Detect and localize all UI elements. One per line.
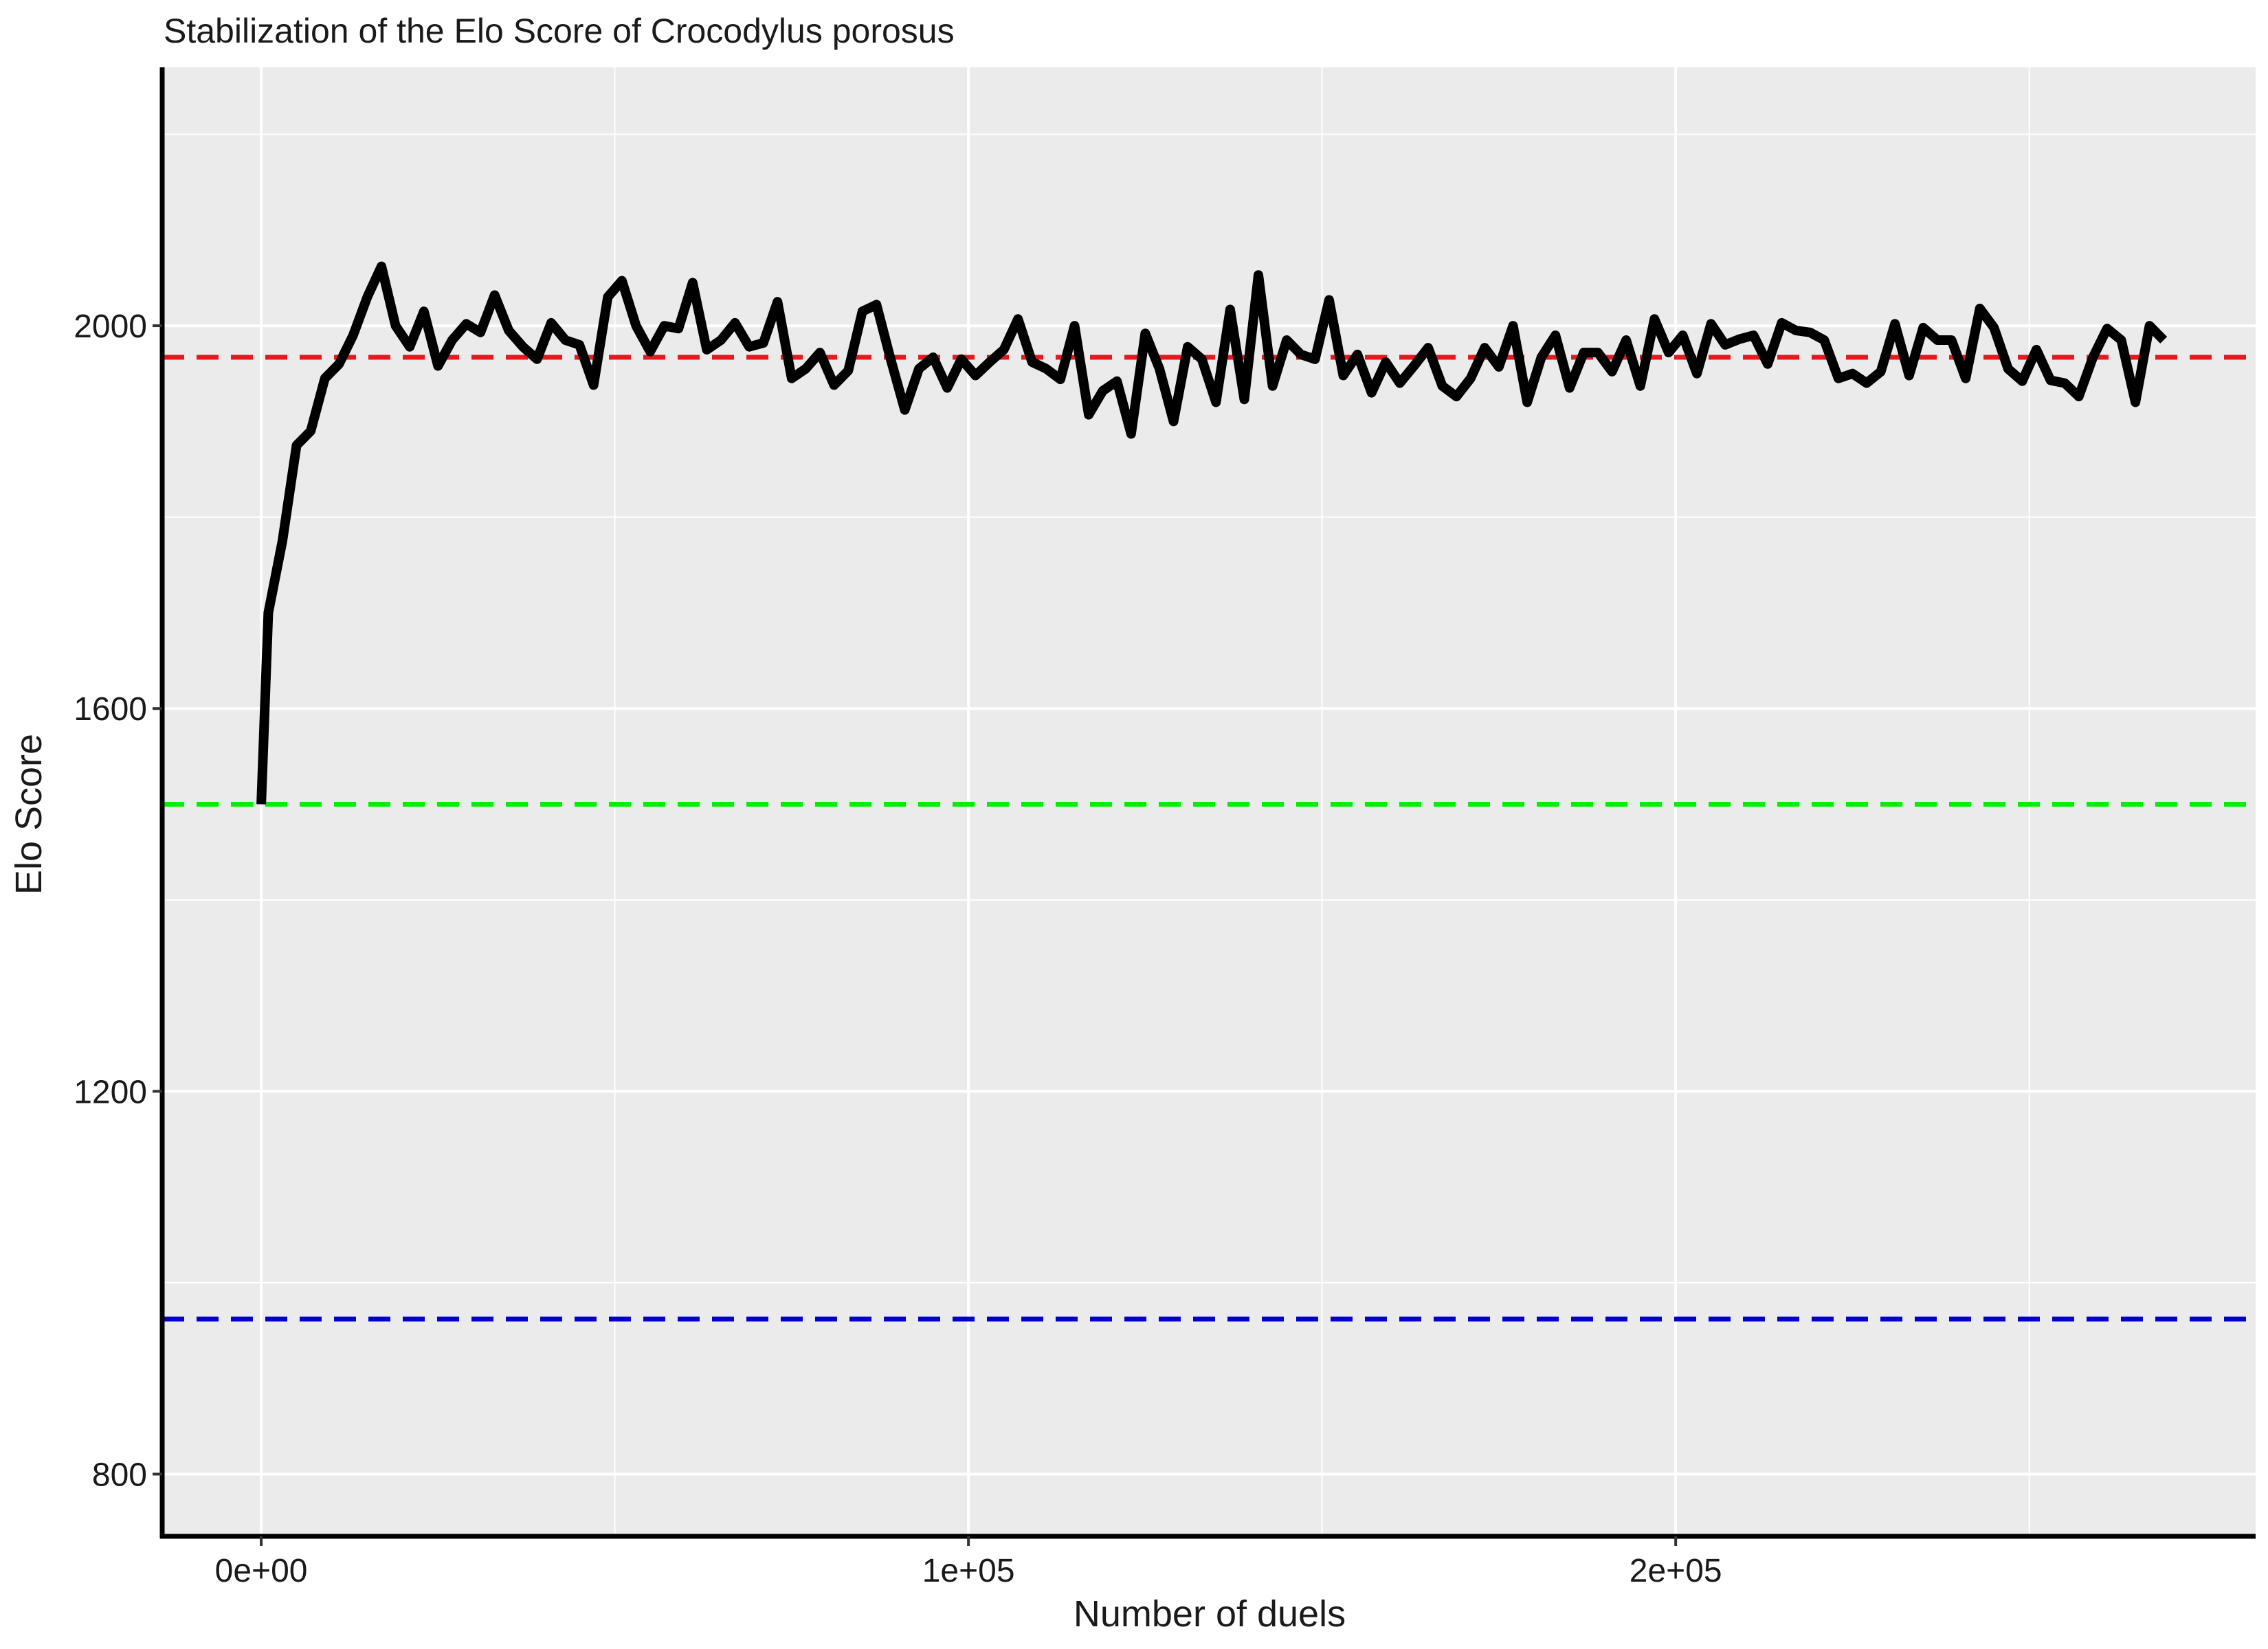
x-axis-ticks: 0e+00 1e+05 2e+05 (215, 1536, 1722, 1589)
chart-title: Stabilization of the Elo Score of Crocod… (164, 12, 955, 50)
y-tick-label: 2000 (74, 309, 147, 345)
x-tick-label: 1e+05 (922, 1553, 1015, 1589)
x-axis-label: Number of duels (1074, 1593, 1346, 1635)
y-axis-ticks: 800 1200 1600 2000 (74, 309, 162, 1493)
series-line (256, 261, 2168, 805)
y-tick-label: 800 (92, 1457, 147, 1493)
y-axis-label: Elo Score (8, 734, 49, 895)
y-tick-label: 1200 (74, 1074, 147, 1110)
x-tick-label: 0e+00 (215, 1553, 308, 1589)
y-tick-label: 1600 (74, 691, 147, 728)
reference-lines (162, 355, 2256, 1322)
x-tick-label: 2e+05 (1630, 1553, 1722, 1589)
